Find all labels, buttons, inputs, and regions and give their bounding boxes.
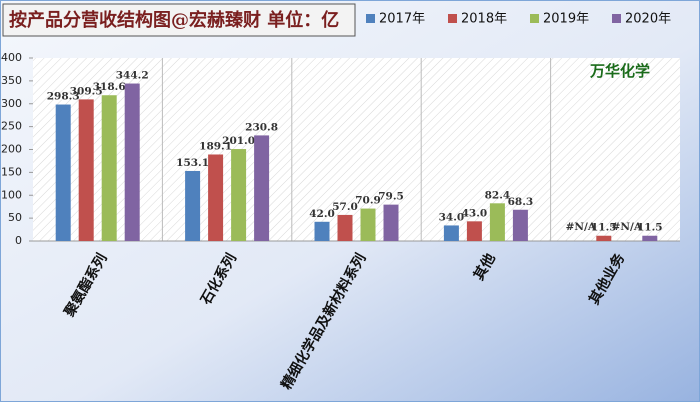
value-label: 298.3 (47, 91, 80, 103)
bar (231, 149, 247, 241)
value-label: 42.0 (309, 208, 335, 220)
bar (208, 154, 224, 241)
value-label: 34.0 (439, 211, 465, 223)
value-label: 11.5 (591, 222, 617, 234)
legend-label: 2019年 (543, 12, 589, 27)
bar (596, 235, 612, 241)
bar (642, 235, 658, 241)
value-label: 43.0 (462, 207, 488, 219)
legend-swatch (448, 14, 457, 23)
bar (185, 170, 201, 241)
value-label: 189.1 (199, 140, 232, 152)
y-tick-label: 50 (8, 211, 22, 224)
legend-swatch (530, 14, 539, 23)
y-tick-label: 400 (1, 51, 22, 64)
legend-label: 2018年 (461, 12, 507, 27)
value-label: 309.5 (70, 85, 103, 97)
y-tick-label: 350 (1, 74, 22, 87)
bar (489, 203, 505, 241)
value-label: 344.2 (116, 70, 149, 82)
bar (101, 95, 117, 241)
bar (466, 221, 482, 241)
bar (78, 99, 94, 241)
bar (337, 214, 353, 241)
y-tick-label: 250 (1, 120, 22, 133)
chart-title: 按产品分营收结构图@宏赫臻财 单位：亿 (9, 9, 339, 31)
value-label: 11.5 (637, 222, 663, 234)
bar (443, 225, 459, 241)
bar (314, 221, 330, 241)
value-label: #N/A (612, 221, 643, 233)
value-label: 318.6 (93, 81, 126, 93)
y-tick-label: 300 (1, 97, 22, 110)
legend-label: 2017年 (379, 12, 425, 27)
legend-label: 2020年 (625, 12, 671, 27)
value-label: 230.8 (245, 121, 278, 133)
value-label: 57.0 (332, 201, 358, 213)
bar (254, 135, 270, 241)
bar (512, 209, 528, 241)
bar (55, 104, 71, 242)
value-label: 201.0 (222, 135, 255, 147)
value-label: 79.5 (378, 191, 404, 203)
value-label: 82.4 (485, 189, 511, 201)
legend-swatch (366, 14, 375, 23)
y-tick-label: 150 (1, 165, 22, 178)
bar (383, 204, 399, 241)
value-label: #N/A (566, 221, 597, 233)
bar (360, 208, 376, 241)
value-label: 68.3 (508, 196, 534, 208)
title-box (2, 3, 356, 37)
y-tick-label: 0 (15, 234, 22, 247)
y-tick-label: 200 (1, 143, 22, 156)
annotation: 万华化学 (589, 62, 650, 80)
plot-area (33, 58, 680, 241)
legend-swatch (612, 14, 621, 23)
value-label: 153.1 (176, 157, 209, 169)
value-label: 70.9 (355, 195, 381, 207)
y-tick-label: 100 (1, 188, 22, 201)
bar (124, 83, 140, 241)
